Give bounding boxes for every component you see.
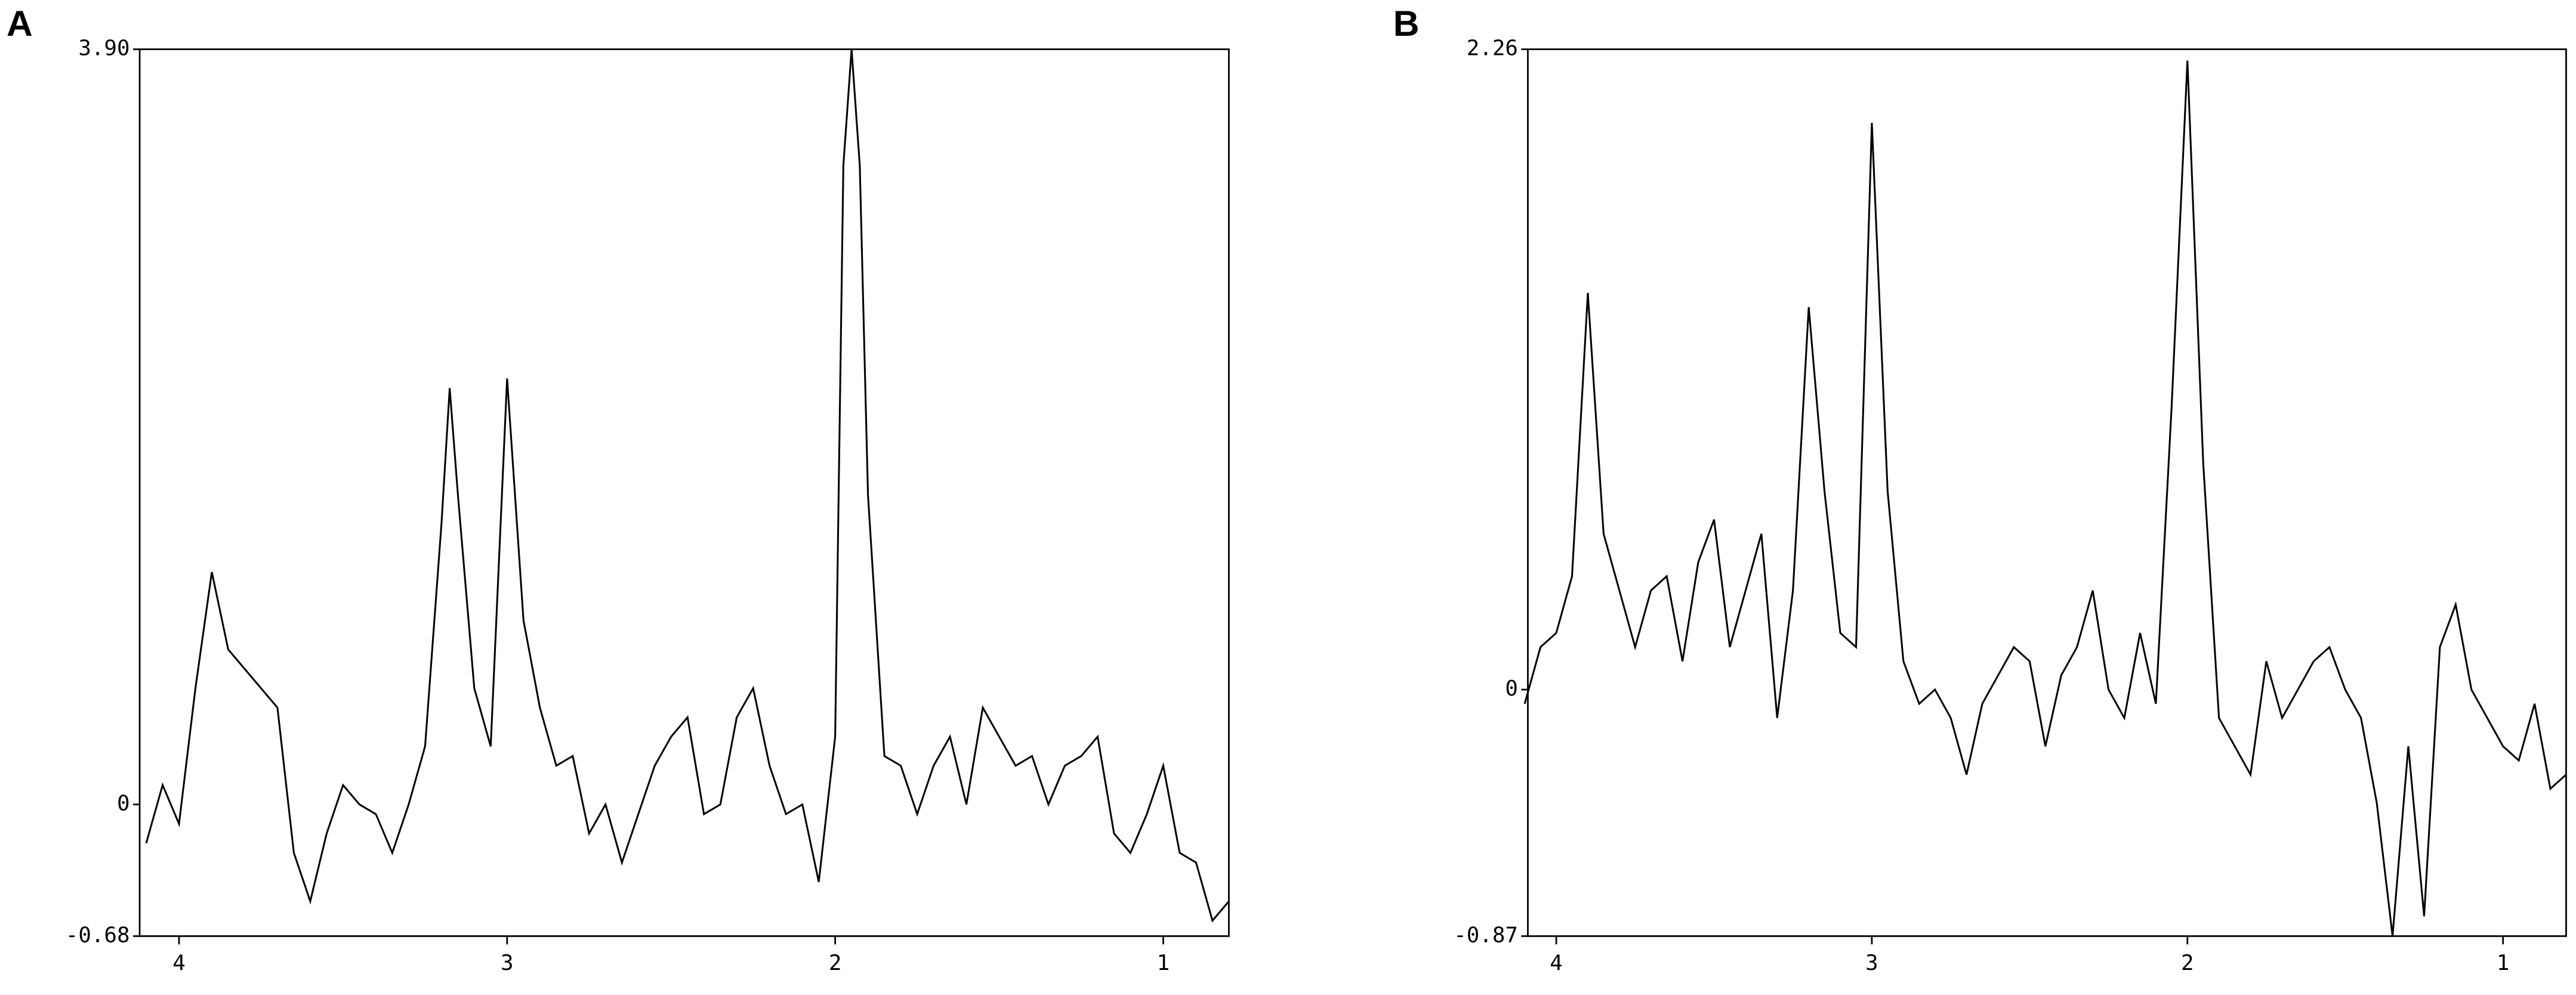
plot-frame — [138, 48, 1230, 937]
x-tick-label: 4 — [1550, 951, 1563, 975]
spectrum-line — [145, 49, 1230, 923]
spectrum-line — [1523, 60, 2567, 937]
x-tick-label: 3 — [501, 951, 514, 975]
x-tick-label: 2 — [2181, 951, 2194, 975]
plot-frame — [1527, 48, 2567, 937]
y-tick-label: 2.26 — [1467, 36, 1518, 61]
y-tick-label: -0.87 — [1454, 923, 1518, 947]
y-tick-label: -0.68 — [66, 923, 130, 947]
y-tick-label: 0 — [117, 792, 130, 816]
x-tick-label: 1 — [1157, 951, 1170, 975]
x-tick-label: 2 — [829, 951, 842, 975]
x-tick-label: 4 — [172, 951, 186, 975]
y-tick-label: 3.90 — [78, 36, 129, 61]
y-tick-label: 0 — [1505, 676, 1518, 701]
panel-label: A — [7, 3, 33, 44]
x-tick-label: 1 — [2497, 951, 2510, 975]
x-tick-label: 3 — [1865, 951, 1878, 975]
panel-label: B — [1393, 3, 1420, 44]
